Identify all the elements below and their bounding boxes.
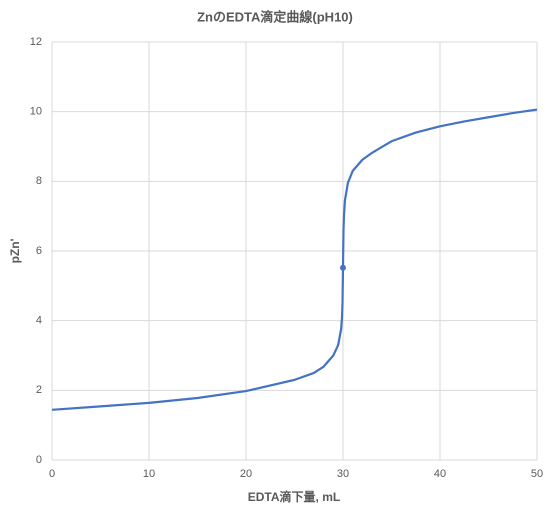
x-tick-label: 30 <box>337 468 349 480</box>
y-tick-label: 8 <box>36 175 42 187</box>
y-tick-label: 2 <box>36 384 42 396</box>
x-tick-label: 20 <box>240 468 252 480</box>
y-tick-label: 4 <box>36 315 42 327</box>
y-axis-title: pZn' <box>8 238 22 263</box>
x-tick-label: 40 <box>434 468 446 480</box>
y-tick-label: 10 <box>30 106 42 118</box>
y-tick-label: 6 <box>36 245 42 257</box>
y-tick-label: 12 <box>30 36 42 48</box>
y-tick-label: 0 <box>36 454 42 466</box>
x-tick-label: 0 <box>49 468 55 480</box>
chart-title: ZnのEDTA滴定曲線(pH10) <box>197 9 353 24</box>
x-tick-label: 10 <box>143 468 155 480</box>
line-series <box>51 108 538 411</box>
x-tick-label: 50 <box>531 468 543 480</box>
x-axis-title: EDTA滴下量, mL <box>248 489 340 504</box>
point-marker <box>340 264 346 271</box>
